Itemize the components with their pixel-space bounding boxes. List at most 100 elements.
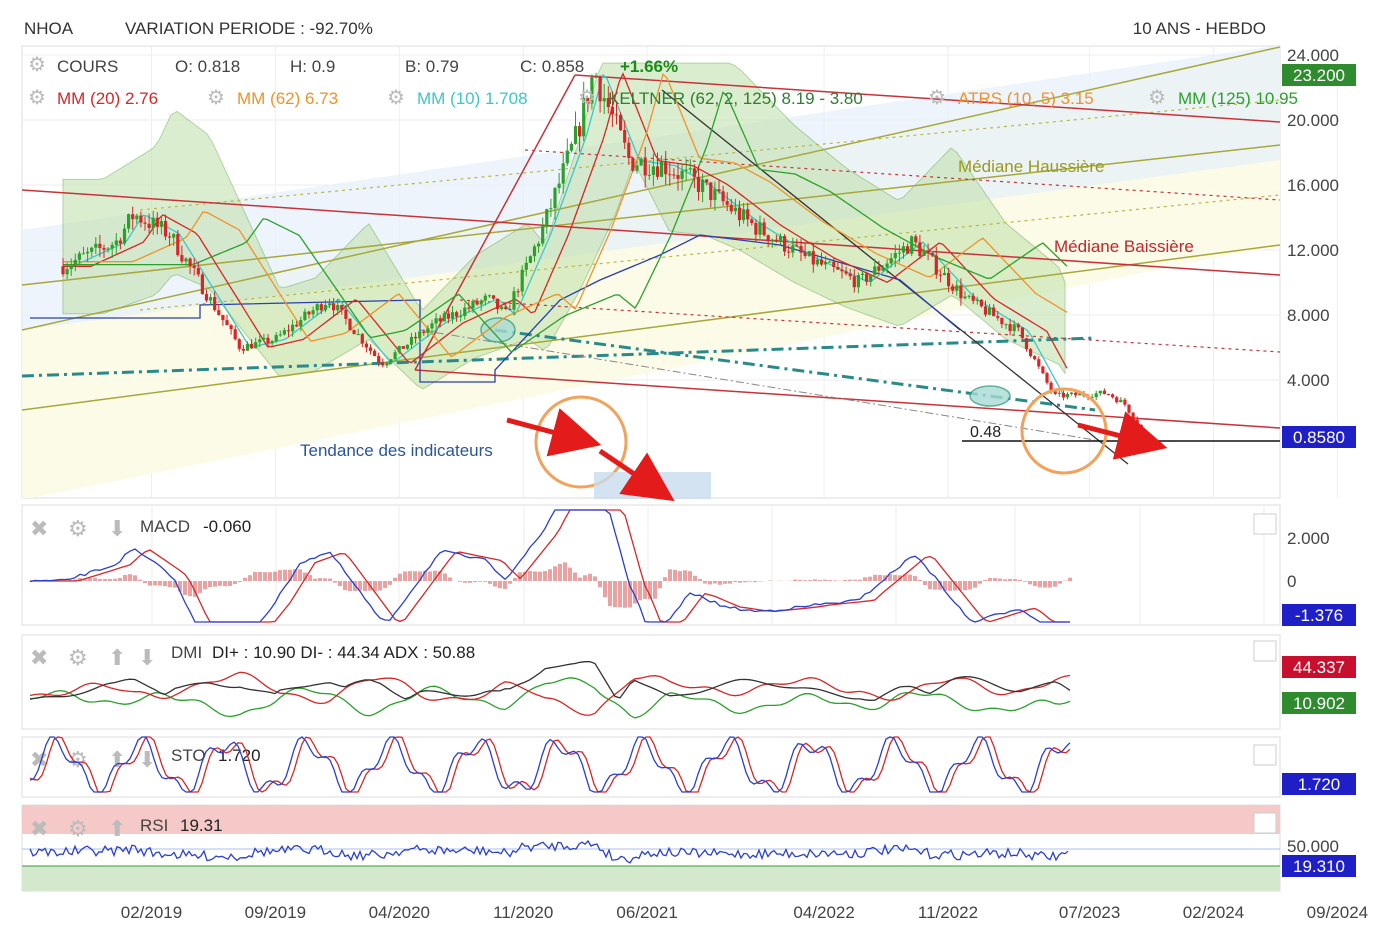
panel-toggle-checkbox[interactable] [1253,513,1277,535]
arrow-down-icon[interactable]: ⬇ [138,645,156,670]
macd-histogram-bar [873,574,877,581]
tick-label: 04/2020 [369,903,430,922]
candle [754,223,758,235]
gear-icon[interactable]: ⚙ [68,516,88,541]
median-dotted [524,149,1280,201]
macd-histogram-bar [73,579,77,581]
macd-histogram-bar [888,574,892,581]
arrow-up-icon[interactable]: ⬆ [108,816,126,841]
candle [955,285,959,291]
candle [1074,392,1078,396]
gear-icon[interactable]: ⚙ [68,645,88,670]
x-axis: 02/2019 09/2019 04/2020 11/2020 06/2021 04/20… [121,903,1368,922]
candle [1008,324,1012,332]
candle [110,244,114,249]
candle [975,299,979,301]
candle [631,157,635,171]
candle [430,323,434,329]
candle [139,215,143,223]
gear-icon[interactable]: ⚙ [387,87,405,109]
candle [873,266,877,275]
sto-badge: 1.720 [1282,773,1356,795]
macd-histogram-bar [748,581,752,582]
gear-icon[interactable]: ⚙ [28,54,46,76]
macd-histogram-bar [133,575,137,581]
macd-histogram-bar [893,574,897,581]
candle [930,253,934,256]
close-icon[interactable]: ✖ [30,516,48,541]
macd-histogram-bar [378,581,382,591]
macd-histogram-bar [293,569,297,581]
macd-histogram-bar [473,581,477,583]
panel-toggle-checkbox[interactable] [1253,744,1277,766]
macd-histogram-bar [1058,581,1062,584]
candle [557,183,561,189]
candle [676,175,680,179]
macd-histogram-bar [488,581,492,584]
rsi-badge: 19.310 [1282,855,1356,877]
candle [684,169,688,171]
close-icon[interactable]: ✖ [30,816,48,841]
candle [598,76,602,102]
gear-icon[interactable]: ⚙ [68,747,88,772]
candle [721,191,725,202]
tick-label: 12.000 [1287,241,1339,260]
macd-histogram-bar [768,580,772,581]
candle [1131,412,1135,420]
macd-histogram-bar [273,571,277,581]
pitchfork-line [22,46,1280,331]
candle [606,98,610,108]
candle [959,285,963,299]
candle [204,294,209,301]
arrow-up-icon[interactable]: ⬆ [108,645,126,670]
gear-icon[interactable]: ⚙ [68,816,88,841]
arrow-up-icon[interactable]: ⬆ [108,747,126,772]
candle [73,259,77,266]
candle [602,98,606,102]
candle [1000,317,1004,325]
candle [118,240,122,244]
candle [729,204,733,212]
candle [377,356,381,363]
candle [233,329,237,340]
gear-icon[interactable]: ⚙ [928,87,946,109]
panel-toggle-checkbox[interactable] [1253,812,1277,834]
candle [422,331,426,334]
macd-histogram-bar [143,581,147,584]
arrow-down-icon[interactable]: ⬇ [108,516,126,541]
gear-icon[interactable]: ⚙ [28,87,46,109]
candle [344,309,348,319]
macd-histogram-bar [813,579,817,581]
tick-label: 11/2020 [493,903,553,922]
gear-icon[interactable]: ⚙ [1148,87,1166,109]
panel-toggle-checkbox[interactable] [1253,640,1277,662]
legend-close: C: 0.858 [520,57,584,76]
candle [836,267,840,270]
tick-label: 04/2022 [793,903,854,922]
close-icon[interactable]: ✖ [30,645,48,670]
median-up-label: Médiane Haussière [958,157,1104,176]
candle [438,318,442,322]
macd-histogram-bar [643,581,647,599]
candle [938,274,942,276]
macd-histogram-bar [793,579,797,581]
macd-histogram-bar [913,576,917,581]
macd-histogram-bar [818,579,822,581]
pitchfork-dotted [139,194,1280,311]
candle [159,220,163,227]
candle [549,208,553,210]
dmi-badge-green: 10.902 [1282,692,1356,714]
period-label[interactable]: 10 ANS - HEBDO [1133,19,1266,38]
candle [1098,390,1102,394]
candle [971,295,975,301]
candle [450,312,455,319]
candle [307,311,311,315]
candle [881,267,885,271]
macd-histogram-bar [648,581,652,600]
candle [594,76,598,78]
gear-icon[interactable]: ⚙ [578,87,596,109]
candle [221,314,225,321]
candle [319,304,323,311]
gear-icon[interactable]: ⚙ [207,87,225,109]
tick-label: 24.000 [1287,46,1339,65]
